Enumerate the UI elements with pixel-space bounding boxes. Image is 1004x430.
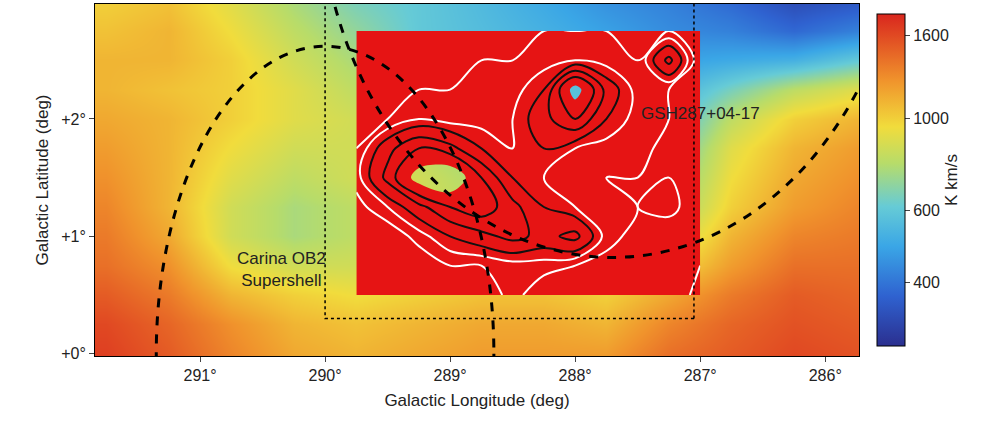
svg-text:291°: 291° — [183, 367, 216, 384]
svg-text:290°: 290° — [309, 367, 342, 384]
svg-text:288°: 288° — [559, 367, 592, 384]
svg-text:287°: 287° — [684, 367, 717, 384]
svg-text:286°: 286° — [809, 367, 842, 384]
svg-text:Galactic Latitude (deg): Galactic Latitude (deg) — [33, 94, 52, 265]
svg-text:289°: 289° — [434, 367, 467, 384]
svg-text:400: 400 — [913, 274, 940, 291]
svg-text:+0°: +0° — [61, 345, 86, 362]
svg-text:Carina OB2Supershell: Carina OB2Supershell — [237, 249, 326, 290]
svg-text:1600: 1600 — [913, 27, 949, 44]
svg-text:K km/s: K km/s — [942, 154, 961, 206]
svg-text:GSH287+04-17: GSH287+04-17 — [641, 104, 760, 123]
svg-text:600: 600 — [913, 202, 940, 219]
svg-text:Galactic Longitude (deg): Galactic Longitude (deg) — [384, 391, 569, 410]
svg-text:+2°: +2° — [61, 111, 86, 128]
svg-text:+1°: +1° — [61, 228, 86, 245]
svg-text:1000: 1000 — [913, 110, 949, 127]
